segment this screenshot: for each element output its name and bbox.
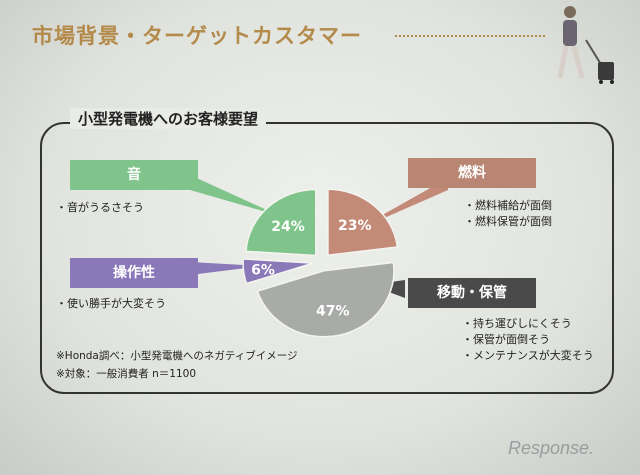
slice-fuel-label: 23% bbox=[338, 218, 372, 234]
callout-label-operation: 操作性 bbox=[113, 265, 155, 281]
callout-notes-operation: ・使い勝手が大変そう bbox=[56, 296, 166, 312]
slice-sound-label: 24% bbox=[271, 219, 305, 235]
callout-pointer-sound bbox=[190, 175, 280, 216]
note-sound-1: ・音がうるさそう bbox=[56, 201, 144, 214]
slice-move-label: 47% bbox=[316, 303, 350, 319]
slide-title: 市場背景・ターゲットカスタマー bbox=[32, 24, 362, 48]
title-dotted-line bbox=[395, 35, 545, 37]
callout-label-move: 移動・保管 bbox=[437, 285, 507, 301]
callout-box-sound: 音 bbox=[70, 160, 198, 190]
watermark-logo: Response. bbox=[508, 438, 595, 458]
person-icon bbox=[557, 6, 585, 79]
note-move-3: ・メンテナンスが大変そう bbox=[462, 349, 594, 362]
callout-box-move: 移動・保管 bbox=[408, 278, 536, 308]
callout-label-sound: 音 bbox=[127, 167, 141, 183]
note-fuel-2: ・燃料保管が面倒 bbox=[464, 215, 552, 228]
note-fuel-1: ・燃料補給が面倒 bbox=[464, 199, 552, 212]
footnote-sample: ※対象：一般消費者 n＝1100 bbox=[56, 368, 197, 380]
footnote-source: ※Honda調べ：小型発電機へのネガティブイメージ bbox=[56, 350, 298, 362]
chart-title: 小型発電機へのお客様要望 bbox=[70, 108, 267, 129]
slice-move bbox=[256, 261, 395, 338]
suitcase-icon bbox=[585, 39, 614, 84]
callout-box-fuel: 燃料 bbox=[408, 158, 536, 188]
callout-label-fuel: 燃料 bbox=[458, 165, 486, 181]
callout-notes-move: ・持ち運びしにくそう ・保管が面倒そう ・メンテナンスが大変そう bbox=[462, 316, 594, 364]
slice-operation-label: 6% bbox=[251, 262, 275, 278]
note-move-2: ・保管が面倒そう bbox=[462, 333, 550, 346]
note-operation-1: ・使い勝手が大変そう bbox=[56, 297, 166, 310]
callout-notes-sound: ・音がうるさそう bbox=[56, 200, 144, 216]
callout-notes-fuel: ・燃料補給が面倒 ・燃料保管が面倒 bbox=[464, 198, 552, 230]
slice-fuel bbox=[327, 188, 399, 257]
slice-sound bbox=[245, 188, 317, 257]
slice-operation bbox=[242, 258, 314, 285]
chart-frame bbox=[40, 122, 614, 394]
note-move-1: ・持ち運びしにくそう bbox=[462, 317, 572, 330]
callout-box-operation: 操作性 bbox=[70, 258, 198, 288]
